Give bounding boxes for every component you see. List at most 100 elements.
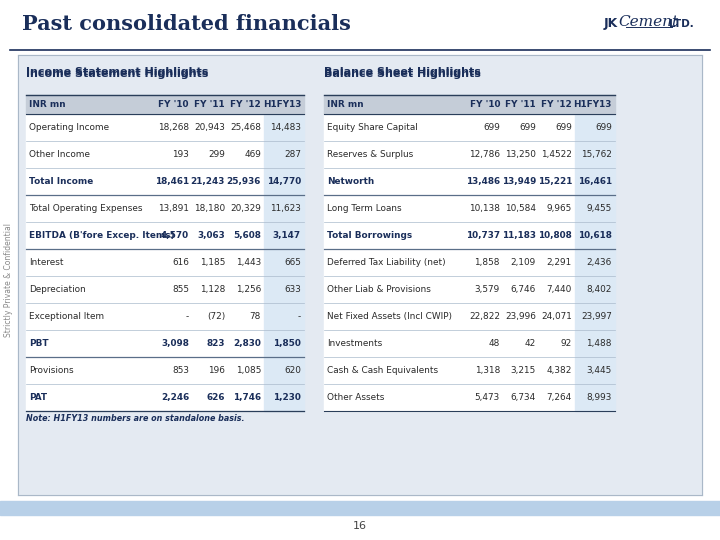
Bar xyxy=(264,384,304,411)
Bar xyxy=(575,168,615,195)
Bar xyxy=(264,330,304,357)
Bar xyxy=(324,303,575,330)
Text: Balance Sheet Highlights: Balance Sheet Highlights xyxy=(324,67,481,77)
Text: 10,618: 10,618 xyxy=(578,231,612,240)
Text: FY '10: FY '10 xyxy=(469,100,500,109)
Bar xyxy=(26,141,264,168)
Text: 23,996: 23,996 xyxy=(505,312,536,321)
Bar xyxy=(575,357,615,384)
Text: 4,570: 4,570 xyxy=(161,231,189,240)
Text: INR mn: INR mn xyxy=(327,100,364,109)
Text: Other Assets: Other Assets xyxy=(327,393,384,402)
Bar xyxy=(26,195,264,222)
Text: 1,128: 1,128 xyxy=(199,285,225,294)
Text: 3,579: 3,579 xyxy=(474,285,500,294)
Text: Income Statement Highlights: Income Statement Highlights xyxy=(26,69,208,79)
Bar xyxy=(264,303,304,330)
Text: Net Fixed Assets (Incl CWIP): Net Fixed Assets (Incl CWIP) xyxy=(327,312,452,321)
Text: 16,461: 16,461 xyxy=(578,177,612,186)
Text: 196: 196 xyxy=(208,366,225,375)
Text: Operating Income: Operating Income xyxy=(29,123,109,132)
Text: 1,746: 1,746 xyxy=(233,393,261,402)
Text: 1,443: 1,443 xyxy=(235,258,261,267)
Text: 1,850: 1,850 xyxy=(273,339,301,348)
Text: 18,268: 18,268 xyxy=(158,123,189,132)
Text: EBITDA (B'fore Excep. Items): EBITDA (B'fore Excep. Items) xyxy=(29,231,175,240)
Text: 699: 699 xyxy=(555,123,572,132)
Text: 853: 853 xyxy=(172,366,189,375)
Text: 699: 699 xyxy=(595,123,612,132)
Text: Balance Sheet Highlights: Balance Sheet Highlights xyxy=(324,69,481,79)
Bar xyxy=(575,195,615,222)
Text: 11,183: 11,183 xyxy=(502,231,536,240)
Text: 5,473: 5,473 xyxy=(474,393,500,402)
Text: Other Income: Other Income xyxy=(29,150,90,159)
Text: 10,737: 10,737 xyxy=(466,231,500,240)
Text: 620: 620 xyxy=(284,366,301,375)
Text: 287: 287 xyxy=(284,150,301,159)
Text: 12,786: 12,786 xyxy=(469,150,500,159)
Text: -: - xyxy=(186,312,189,321)
Text: 6,734: 6,734 xyxy=(510,393,536,402)
Text: Investments: Investments xyxy=(327,339,382,348)
Text: 13,891: 13,891 xyxy=(158,204,189,213)
Text: 48: 48 xyxy=(489,339,500,348)
Text: 1,085: 1,085 xyxy=(235,366,261,375)
Text: 10,138: 10,138 xyxy=(469,204,500,213)
Bar xyxy=(575,141,615,168)
Bar xyxy=(575,222,615,249)
Bar xyxy=(264,357,304,384)
Text: 11,623: 11,623 xyxy=(270,204,301,213)
Text: 1,488: 1,488 xyxy=(587,339,612,348)
Bar xyxy=(26,330,264,357)
Bar xyxy=(324,384,575,411)
Text: 2,436: 2,436 xyxy=(587,258,612,267)
Bar xyxy=(575,114,615,141)
Bar xyxy=(324,168,575,195)
Text: 299: 299 xyxy=(208,150,225,159)
Text: Strictly Private & Confidential: Strictly Private & Confidential xyxy=(4,223,14,337)
Bar xyxy=(26,303,264,330)
Text: 626: 626 xyxy=(207,393,225,402)
Text: 20,329: 20,329 xyxy=(230,204,261,213)
Text: 665: 665 xyxy=(284,258,301,267)
Text: 20,943: 20,943 xyxy=(194,123,225,132)
Bar xyxy=(26,357,264,384)
Text: 855: 855 xyxy=(172,285,189,294)
Text: 22,822: 22,822 xyxy=(469,312,500,321)
Text: FY '11: FY '11 xyxy=(505,100,536,109)
Text: 14,770: 14,770 xyxy=(266,177,301,186)
Bar xyxy=(26,114,264,141)
Bar xyxy=(264,276,304,303)
Text: 7,440: 7,440 xyxy=(546,285,572,294)
Text: Deferred Tax Liability (net): Deferred Tax Liability (net) xyxy=(327,258,446,267)
Text: PBT: PBT xyxy=(29,339,49,348)
Text: 3,147: 3,147 xyxy=(273,231,301,240)
Text: 2,830: 2,830 xyxy=(233,339,261,348)
Bar xyxy=(324,330,575,357)
Text: 9,455: 9,455 xyxy=(587,204,612,213)
Bar xyxy=(26,276,264,303)
Text: 2,246: 2,246 xyxy=(161,393,189,402)
Text: Interest: Interest xyxy=(29,258,63,267)
Text: 469: 469 xyxy=(244,150,261,159)
Bar xyxy=(0,0,720,50)
Text: 1,230: 1,230 xyxy=(273,393,301,402)
Bar xyxy=(264,141,304,168)
Bar xyxy=(264,114,304,141)
Text: Other Liab & Provisions: Other Liab & Provisions xyxy=(327,285,431,294)
Text: LTD.: LTD. xyxy=(670,19,694,29)
Text: INR mn: INR mn xyxy=(29,100,66,109)
Bar xyxy=(26,95,304,114)
Bar xyxy=(26,222,264,249)
Text: 1,318: 1,318 xyxy=(474,366,500,375)
Text: 3,063: 3,063 xyxy=(197,231,225,240)
Text: 2,109: 2,109 xyxy=(510,258,536,267)
Bar xyxy=(324,141,575,168)
Text: 1,858: 1,858 xyxy=(474,258,500,267)
Text: 616: 616 xyxy=(172,258,189,267)
Bar xyxy=(324,249,575,276)
Text: 92: 92 xyxy=(561,339,572,348)
Text: Cash & Cash Equivalents: Cash & Cash Equivalents xyxy=(327,366,438,375)
Bar xyxy=(324,357,575,384)
